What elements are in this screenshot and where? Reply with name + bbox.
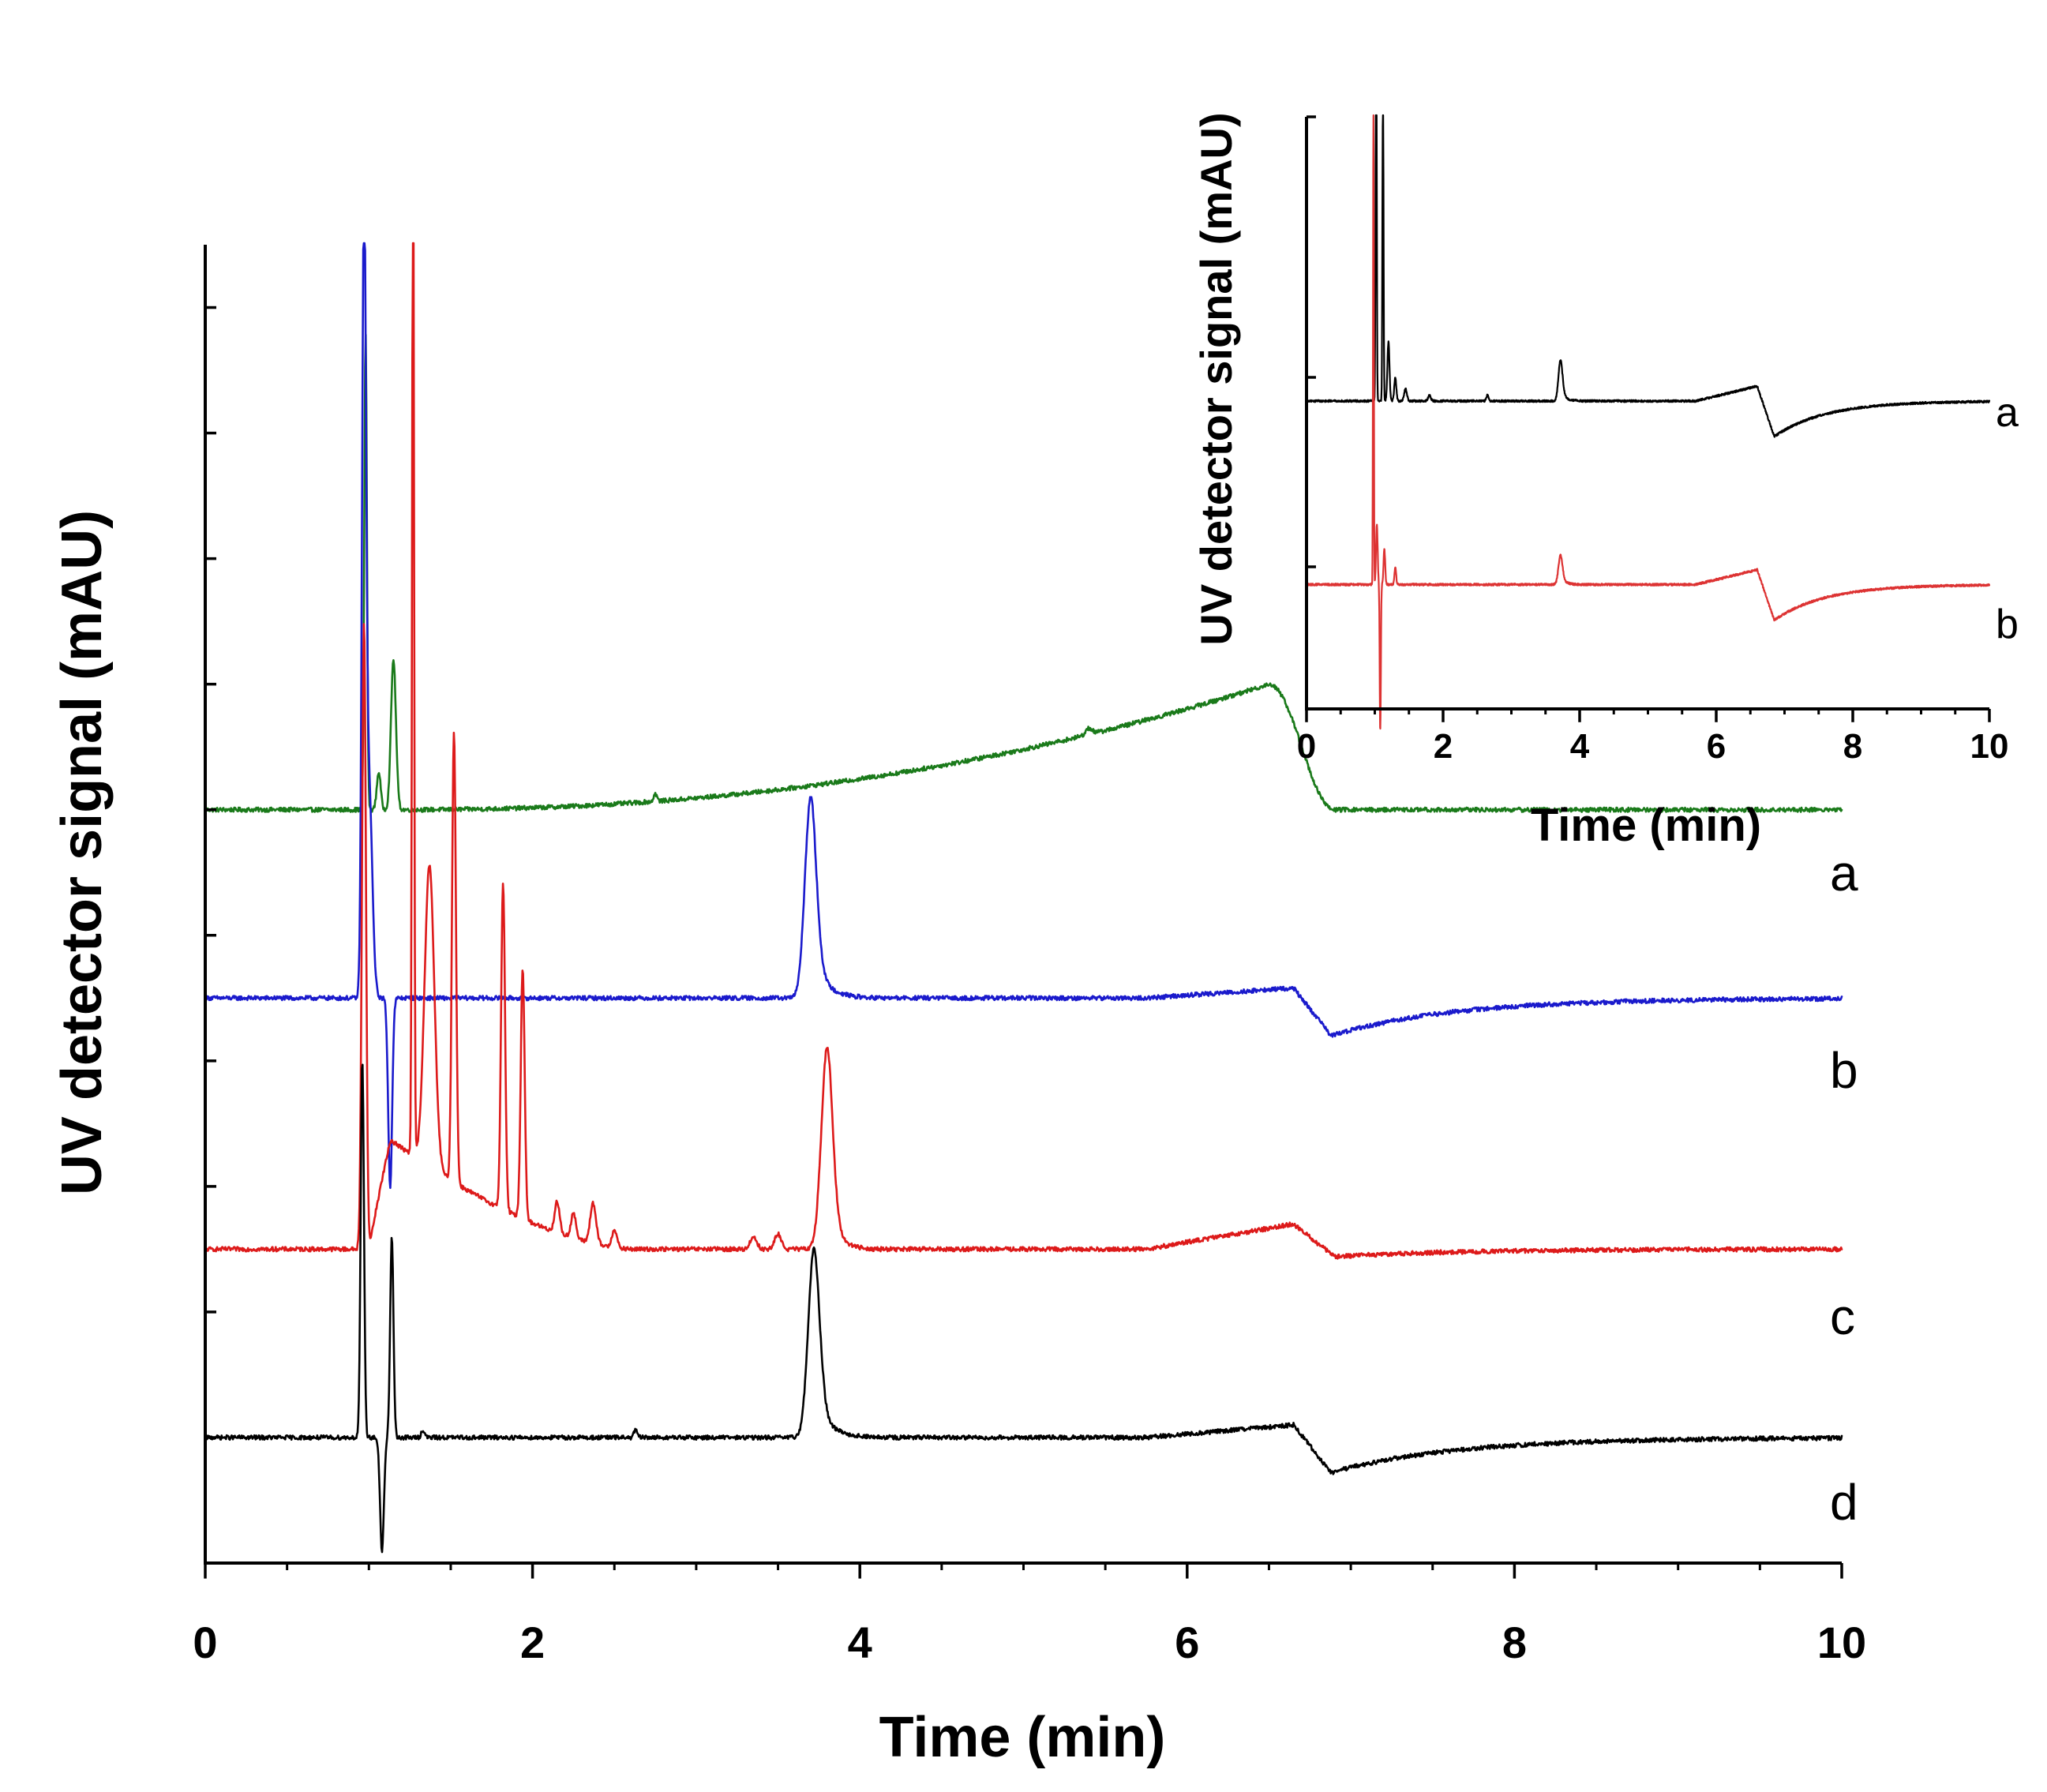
inset-y-axis-title: UV detector signal (mAU) <box>1191 112 1241 645</box>
main-y-axis-title: UV detector signal (mAU) <box>51 510 114 1195</box>
main-x-ticks <box>204 1563 1843 1579</box>
inset-x-tick-label: 10 <box>1970 727 2009 766</box>
inset-x-tick-label: 6 <box>1707 727 1726 766</box>
main-series-label-b: b <box>1830 1042 1858 1099</box>
inset-x-tick-label: 4 <box>1570 727 1590 766</box>
inset-x-tick-label: 0 <box>1297 727 1316 766</box>
main-x-tick-label: 4 <box>848 1618 872 1667</box>
series-line-d <box>204 1063 1843 1554</box>
inset-x-tick-labels: 0 2 4 6 8 10 <box>1297 727 2009 766</box>
main-series-label-a: a <box>1830 845 1858 902</box>
series-line-a <box>204 333 1843 813</box>
inset-series-label-b: b <box>1996 602 2019 647</box>
inset-traces <box>1305 114 1991 730</box>
inset-x-tick-label: 8 <box>1843 727 1862 766</box>
inset-x-axis-title: Time (min) <box>1531 800 1761 851</box>
inset-plot: 0 2 4 6 8 10 Time (min) UV detector sign… <box>1191 112 2019 851</box>
series-line-b <box>1305 114 1991 730</box>
main-y-ticks <box>205 306 216 1439</box>
main-traces <box>204 242 1843 1554</box>
main-x-tick-labels: 0 2 4 6 8 10 <box>193 1618 1866 1667</box>
inset-x-tick-label: 2 <box>1434 727 1453 766</box>
inset-series-label-a: a <box>1996 390 2019 436</box>
inset-x-ticks <box>1305 709 1991 722</box>
main-plot: 0 2 4 6 8 10 Time (min) UV detector sign… <box>51 242 1866 1769</box>
main-x-tick-label: 6 <box>1175 1618 1199 1667</box>
main-x-tick-label: 10 <box>1817 1618 1866 1667</box>
main-x-tick-label: 2 <box>520 1618 545 1667</box>
main-series-label-c: c <box>1830 1288 1855 1345</box>
series-line-a <box>1305 114 1991 438</box>
series-line-b <box>204 242 1843 1190</box>
main-x-tick-label: 0 <box>193 1618 217 1667</box>
series-line-c <box>204 242 1843 1260</box>
main-x-tick-label: 8 <box>1502 1618 1527 1667</box>
main-series-label-d: d <box>1830 1474 1858 1531</box>
main-x-axis-title: Time (min) <box>879 1706 1166 1769</box>
